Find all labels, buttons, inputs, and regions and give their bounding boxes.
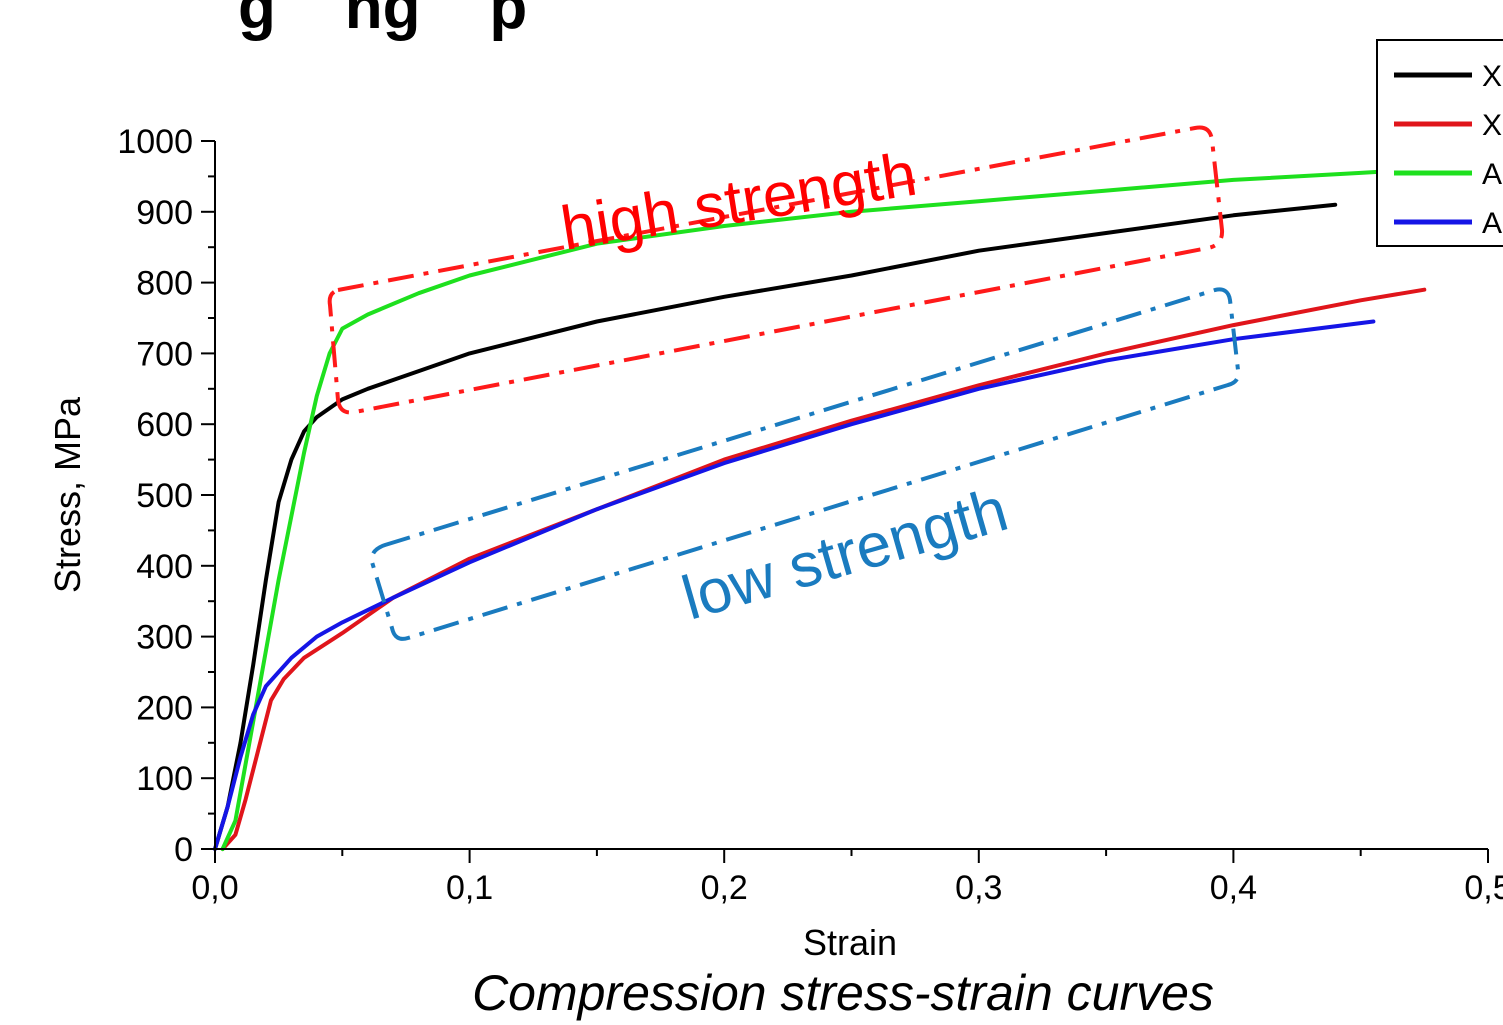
series-line-1 <box>213 202 1338 851</box>
legend-label-4: A <box>1482 207 1502 240</box>
x-tick-label: 0,1 <box>446 869 493 907</box>
y-axis-title: Stress, MPa <box>47 396 88 593</box>
y-tick-label: 400 <box>136 548 193 586</box>
y-tick-label: 200 <box>136 689 193 727</box>
legend-label-1: X <box>1482 60 1502 93</box>
y-tick-label: 600 <box>136 406 193 444</box>
y-tick-label: 0 <box>174 831 193 869</box>
low-strength-label: low strength <box>675 475 1015 633</box>
y-tick-label: 1000 <box>117 123 193 161</box>
y-tick-label: 800 <box>136 265 193 303</box>
y-tick-label: 700 <box>136 335 193 373</box>
x-tick-label: 0,0 <box>191 869 238 907</box>
y-tick-label: 300 <box>136 619 193 657</box>
y-tick-label: 500 <box>136 477 193 515</box>
x-tick-label: 0,5 <box>1464 869 1503 907</box>
x-tick-label: 0,2 <box>701 869 748 907</box>
x-axis-title: Strain <box>803 922 897 963</box>
series-line-4 <box>213 319 1376 851</box>
y-tick-label: 100 <box>136 760 193 798</box>
series-line-3 <box>220 169 1389 851</box>
low-strength-box <box>369 287 1241 641</box>
curves-group <box>213 169 1427 851</box>
legend-label-3: A <box>1482 158 1502 191</box>
legend-label-2: X <box>1482 109 1502 142</box>
x-tick-label: 0,3 <box>955 869 1002 907</box>
high-strength-box <box>327 125 1225 415</box>
axes-group: 0 100 200 300 400 500 600 700 800 900 1000 0,0 0,1 0,… <box>117 123 1503 907</box>
heading-fragment: g ng p <box>238 0 527 42</box>
y-tick-label: 900 <box>136 194 193 232</box>
high-strength-label: high strength <box>556 140 921 264</box>
chart-caption: Compression stress-strain curves <box>472 965 1214 1021</box>
x-tick-label: 0,4 <box>1210 869 1257 907</box>
